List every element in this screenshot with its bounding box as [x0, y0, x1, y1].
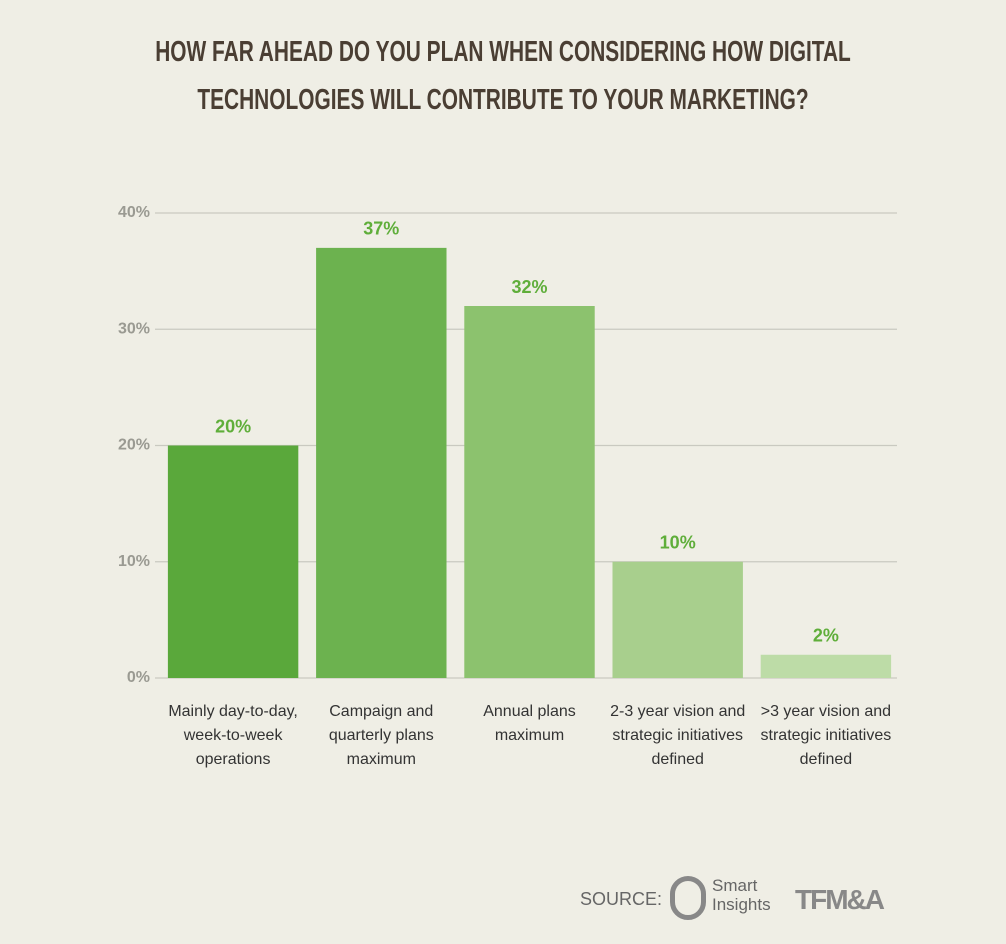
chart-title: HOW FAR AHEAD DO YOU PLAN WHEN CONSIDERI… — [155, 36, 851, 116]
x-tick-label: Campaign and quarterly plans maximum — [328, 703, 434, 768]
y-tick-label: 0% — [127, 669, 150, 686]
value-label: 2% — [813, 626, 839, 646]
logo-icon — [670, 876, 706, 920]
x-tick-label: Mainly day-to-day, week-to-week operatio… — [168, 703, 298, 768]
x-tick-label: 2-3 year vision and strategic initiative… — [610, 703, 746, 768]
bar — [167, 445, 299, 678]
source-label: SOURCE: — [580, 889, 663, 909]
y-tick-label: 30% — [118, 320, 150, 337]
value-label: 20% — [215, 416, 251, 436]
value-label: 37% — [363, 219, 399, 239]
bar — [464, 306, 595, 678]
bar — [612, 561, 743, 678]
value-label: 32% — [511, 277, 547, 297]
y-tick-label: 10% — [118, 553, 150, 570]
bar — [760, 654, 892, 678]
y-tick-label: 20% — [118, 437, 150, 454]
x-tick-label: Annual plans maximum — [483, 703, 576, 744]
source-logo: TFM&A — [795, 884, 885, 915]
source-logo: Smart Insights — [712, 876, 771, 914]
bar — [316, 247, 447, 678]
x-tick-label: >3 year vision and strategic initiatives… — [760, 703, 892, 768]
value-label: 10% — [660, 533, 696, 553]
y-tick-label: 40% — [118, 204, 150, 221]
